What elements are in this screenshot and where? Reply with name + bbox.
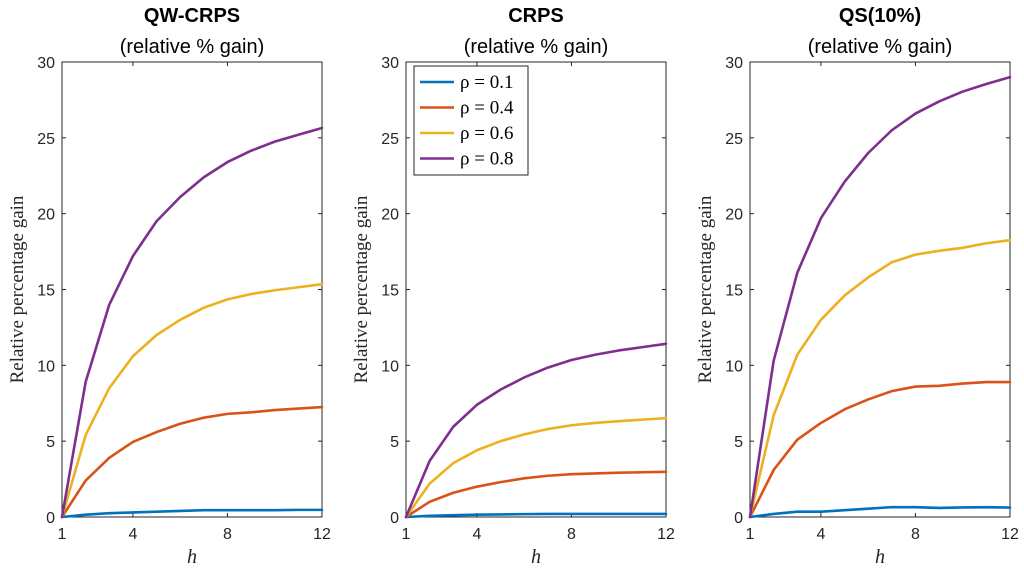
y-tick-label: 30 [37,55,55,72]
y-tick-label: 20 [725,207,743,224]
legend-entry: ρ = 0.4 [460,98,514,119]
x-axis-label: h [187,546,197,568]
chart-title: QS(10%) [839,5,921,27]
series-line-rho-06 [404,416,668,519]
chart-subtitle: (relative % gain) [808,36,953,58]
series-line-rho-04 [748,380,1012,519]
y-axis-label: Relative percentage gain [7,195,28,383]
y-tick-label: 15 [37,283,55,300]
y-tick-label: 25 [725,131,743,148]
y-tick-label: 0 [46,510,55,527]
y-tick-label: 5 [390,434,399,451]
y-tick-label: 10 [381,358,399,375]
series-line-rho-04 [404,470,668,519]
chart-title: QW-CRPS [144,5,240,27]
legend-entry: ρ = 0.6 [460,123,513,144]
x-tick-label: 8 [567,526,576,543]
series-line-rho-04 [60,405,324,519]
y-tick-label: 15 [725,283,743,300]
chart-panel-1: QW-CRPS (relative % gain) 0 5 10 15 20 25 30 1 4 8 1… [7,5,331,568]
series-line-rho-08 [404,342,668,519]
x-tick-label: 4 [128,526,137,543]
y-tick-label: 30 [381,55,399,72]
y-axis-label: Relative percentage gain [351,195,372,383]
y-tick-label: 5 [734,434,743,451]
y-axis-label: Relative percentage gain [695,195,716,383]
series-line-rho-01 [748,505,1012,519]
chart-title: CRPS [508,5,564,27]
y-tick-label: 20 [37,207,55,224]
series-line-rho-08 [60,126,324,519]
y-tick-label: 25 [37,131,55,148]
chart-panel-2: CRPS (relative % gain) 0 5 10 15 20 25 30 1 4 8 12 h R… [351,5,675,568]
y-tick-label: 10 [725,358,743,375]
legend: ρ = 0.1 ρ = 0.4 ρ = 0.6 ρ = 0.8 [413,65,529,176]
chart-panel-3: QS(10%) (relative % gain) 0 5 10 15 20 25 30 1 4 8 1… [695,5,1019,568]
x-tick-label: 4 [472,526,481,543]
x-tick-label: 12 [657,526,675,543]
series-line-rho-06 [60,282,324,519]
x-tick-label: 8 [911,526,920,543]
y-tick-label: 10 [37,358,55,375]
chart-subtitle: (relative % gain) [120,36,265,58]
x-tick-label: 1 [58,526,67,543]
x-axis-label: h [875,546,885,568]
x-axis-label: h [531,546,541,568]
y-tick-label: 25 [381,131,399,148]
x-tick-label: 1 [746,526,755,543]
legend-box [413,65,529,176]
x-tick-label: 1 [402,526,411,543]
x-tick-label: 12 [1001,526,1019,543]
chart-subtitle: (relative % gain) [464,36,609,58]
x-tick-label: 4 [816,526,825,543]
series-line-rho-08 [748,75,1012,519]
series-line-rho-01 [60,508,324,519]
y-tick-label: 20 [381,207,399,224]
y-tick-label: 5 [46,434,55,451]
x-tick-label: 12 [313,526,331,543]
y-tick-label: 0 [734,510,743,527]
series-line-rho-01 [404,512,668,519]
series-line-rho-06 [748,238,1012,519]
legend-entry: ρ = 0.1 [460,72,513,93]
x-tick-label: 8 [223,526,232,543]
legend-entry: ρ = 0.8 [460,149,513,170]
y-tick-label: 0 [390,510,399,527]
y-tick-label: 15 [381,283,399,300]
y-tick-label: 30 [725,55,743,72]
